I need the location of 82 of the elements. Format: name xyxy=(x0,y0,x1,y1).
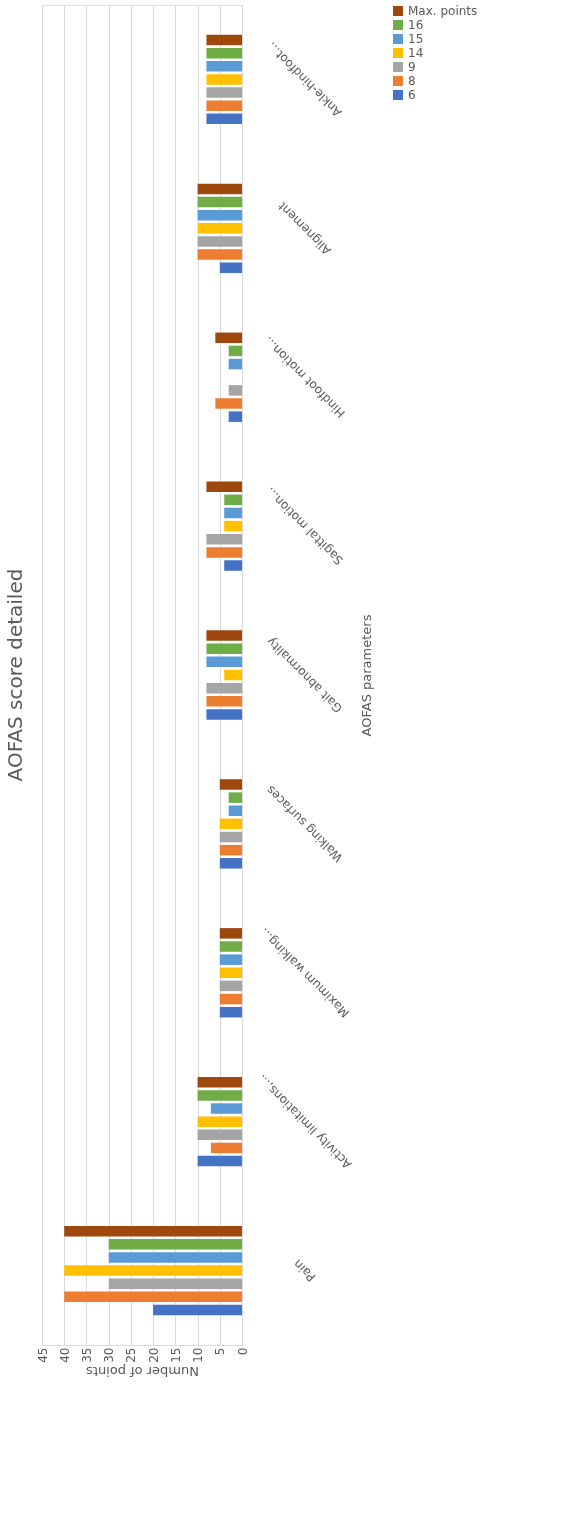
y-axis-title: AOFAS parameters xyxy=(358,614,374,737)
bar xyxy=(206,709,242,720)
bar xyxy=(197,1129,242,1141)
x-tick-label: 15 xyxy=(168,1347,183,1363)
bar xyxy=(197,196,242,208)
bar xyxy=(206,74,242,85)
bar xyxy=(224,560,242,571)
legend-label: 9 xyxy=(408,60,416,74)
bar xyxy=(197,1090,242,1101)
bar xyxy=(206,682,242,694)
bar xyxy=(219,844,242,856)
x-tick-label: 30 xyxy=(102,1347,117,1363)
bar xyxy=(206,47,242,59)
bar xyxy=(219,1006,242,1018)
bar xyxy=(64,1225,242,1237)
legend-label: 15 xyxy=(408,32,424,46)
x-tick-label: 10 xyxy=(191,1347,206,1363)
x-tick-label: 0 xyxy=(235,1347,250,1356)
x-tick-label: 40 xyxy=(57,1347,72,1363)
legend-label: 6 xyxy=(408,88,416,102)
bar xyxy=(210,1142,242,1154)
bar xyxy=(219,818,242,830)
legend-label: 16 xyxy=(408,18,424,32)
x-axis-title: Number of points xyxy=(85,1363,199,1379)
bar xyxy=(224,507,242,519)
x-tick-label: 45 xyxy=(35,1347,50,1363)
bar xyxy=(197,209,242,221)
bar xyxy=(228,345,242,357)
bar xyxy=(215,398,242,409)
bar xyxy=(228,792,242,803)
bar xyxy=(219,993,242,1005)
bar xyxy=(228,358,242,370)
bar xyxy=(210,1103,242,1114)
bar xyxy=(197,183,242,195)
bar xyxy=(219,941,242,952)
legend-label: 14 xyxy=(408,46,424,60)
x-tick-label: 35 xyxy=(79,1347,94,1363)
text: AOFAS score detailed xyxy=(3,568,27,782)
bar xyxy=(219,858,242,869)
bar xyxy=(108,1278,242,1289)
bar xyxy=(219,831,242,843)
bar xyxy=(224,494,242,506)
bar xyxy=(206,696,242,707)
bar xyxy=(215,332,242,344)
bar xyxy=(206,34,242,46)
bar xyxy=(219,980,242,992)
bar xyxy=(219,967,242,979)
bar xyxy=(206,87,242,98)
bar xyxy=(108,1252,242,1263)
bar xyxy=(108,1239,242,1250)
bar xyxy=(64,1291,242,1303)
bar xyxy=(64,1265,242,1276)
bar xyxy=(197,236,242,247)
legend-label: 8 xyxy=(408,74,416,88)
bar xyxy=(197,1155,242,1167)
bar xyxy=(206,113,242,125)
x-tick-label: 20 xyxy=(146,1347,161,1363)
bar xyxy=(197,223,242,234)
bar xyxy=(219,928,242,939)
bar xyxy=(206,100,242,111)
bar xyxy=(224,520,242,532)
x-tick-label: 5 xyxy=(213,1347,228,1356)
bar xyxy=(153,1304,242,1316)
x-tick-label: 25 xyxy=(124,1347,139,1363)
legend-label: Max. points xyxy=(408,4,478,18)
bar xyxy=(228,385,242,396)
bar xyxy=(219,954,242,965)
bar xyxy=(206,656,242,668)
bar xyxy=(206,643,242,654)
bar xyxy=(228,411,242,422)
bar xyxy=(206,533,242,545)
bar xyxy=(206,547,242,558)
bar xyxy=(197,1077,242,1088)
bar xyxy=(197,1116,242,1127)
bar xyxy=(228,805,242,817)
bar xyxy=(219,262,242,273)
bar xyxy=(206,481,242,492)
bar xyxy=(224,669,242,681)
bar xyxy=(206,61,242,72)
bar xyxy=(219,779,242,790)
bar xyxy=(197,249,242,260)
bar xyxy=(206,630,242,641)
